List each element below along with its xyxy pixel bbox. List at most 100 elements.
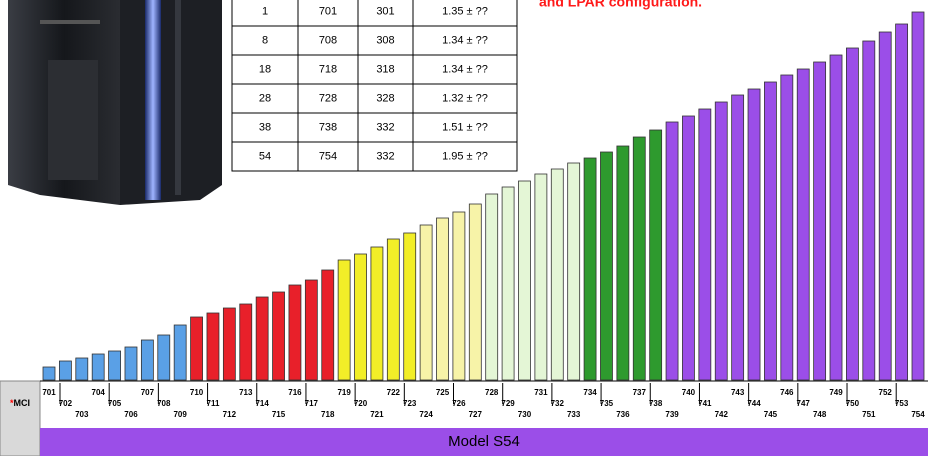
table-cell: 1.34 ± ?? xyxy=(442,34,488,46)
bar xyxy=(437,218,449,380)
bar xyxy=(92,354,104,380)
x-tick-label: 727 xyxy=(469,410,483,419)
x-tick-label: 733 xyxy=(567,410,581,419)
x-tick-label: 737 xyxy=(633,388,647,397)
table-cell: 308 xyxy=(376,34,394,46)
x-tick-label: 749 xyxy=(829,388,843,397)
table-cell: 328 xyxy=(376,92,394,104)
x-tick-label: 721 xyxy=(370,410,384,419)
x-tick-label: 723 xyxy=(403,399,417,408)
table-cell: 1.32 ± ?? xyxy=(442,92,488,104)
x-tick-label: 735 xyxy=(600,399,614,408)
bar xyxy=(650,130,662,380)
x-tick-label: 705 xyxy=(108,399,122,408)
slide: and LPAR configuration. 17013011.35 ± ??… xyxy=(0,0,928,456)
table-cell: 728 xyxy=(319,92,337,104)
bar xyxy=(273,292,285,380)
model-text: Model S54 xyxy=(448,433,520,450)
bar xyxy=(109,351,121,380)
table-cell: 718 xyxy=(319,63,337,75)
x-tick-label: 743 xyxy=(731,388,745,397)
x-tick-label: 753 xyxy=(895,399,909,408)
bar xyxy=(682,116,694,380)
bar xyxy=(305,280,317,380)
bar xyxy=(453,212,465,380)
x-tick-label: 751 xyxy=(862,410,876,419)
bar xyxy=(469,204,481,380)
table-cell: 332 xyxy=(376,121,394,133)
bar xyxy=(355,254,367,380)
mci-label: *MCI xyxy=(10,398,30,408)
table-cell: 332 xyxy=(376,150,394,162)
table-cell: 1.51 ± ?? xyxy=(442,121,488,133)
x-tick-label: 712 xyxy=(223,410,237,419)
bar xyxy=(584,158,596,380)
bar xyxy=(387,239,399,380)
x-tick-label: 734 xyxy=(583,388,597,397)
annotation: and LPAR configuration. xyxy=(539,0,702,10)
label-box xyxy=(0,381,40,456)
x-tick-label: 725 xyxy=(436,388,450,397)
x-tick-label: 724 xyxy=(419,410,433,419)
table-cell: 701 xyxy=(319,5,337,17)
x-tick-label: 713 xyxy=(239,388,253,397)
mci-text: MCI xyxy=(14,398,31,408)
table-cell: 754 xyxy=(319,150,337,162)
bar xyxy=(191,317,203,380)
bar xyxy=(797,69,809,380)
bar xyxy=(699,109,711,380)
x-tick-label: 707 xyxy=(141,388,155,397)
table-cell: 1.35 ± ?? xyxy=(442,5,488,17)
x-tick-label: 718 xyxy=(321,410,335,419)
bar xyxy=(125,347,137,380)
x-tick-label: 711 xyxy=(207,399,220,408)
x-tick-label: 742 xyxy=(715,410,729,419)
bar xyxy=(633,137,645,380)
x-tick-label: 750 xyxy=(846,399,860,408)
bar xyxy=(76,358,88,380)
table-cell: 318 xyxy=(376,63,394,75)
bar xyxy=(518,181,530,380)
x-tick-label: 708 xyxy=(157,399,171,408)
table-cell: 1 xyxy=(262,5,268,17)
x-tick-label: 745 xyxy=(764,410,778,419)
x-tick-label: 739 xyxy=(665,410,679,419)
bar xyxy=(551,169,563,380)
x-tick-label: 747 xyxy=(797,399,811,408)
table-cell: 28 xyxy=(259,92,271,104)
x-tick-label: 732 xyxy=(551,399,565,408)
bar xyxy=(912,12,924,380)
x-tick-label: 754 xyxy=(911,410,925,419)
table-cell: 1.95 ± ?? xyxy=(442,150,488,162)
x-tick-label: 741 xyxy=(698,399,712,408)
bar xyxy=(207,313,219,380)
bar xyxy=(879,32,891,380)
bar xyxy=(502,187,514,380)
x-tick-label: 722 xyxy=(387,388,401,397)
bar xyxy=(420,225,432,380)
bar xyxy=(781,75,793,380)
bar xyxy=(43,367,55,380)
table-cell: 38 xyxy=(259,121,271,133)
bar xyxy=(338,260,350,380)
bar xyxy=(846,48,858,380)
bar xyxy=(486,194,498,380)
table-cell: 54 xyxy=(259,150,271,162)
x-tick-label: 702 xyxy=(59,399,73,408)
bar xyxy=(174,325,186,380)
x-tick-label: 738 xyxy=(649,399,663,408)
bar xyxy=(535,174,547,380)
table-cell: 708 xyxy=(319,34,337,46)
bar xyxy=(666,122,678,380)
bar xyxy=(764,82,776,380)
server-image xyxy=(8,0,222,205)
table-cell: 8 xyxy=(262,34,268,46)
x-tick-label: 730 xyxy=(518,410,532,419)
x-tick-label: 744 xyxy=(747,399,761,408)
bar xyxy=(322,270,334,380)
table-cell: 18 xyxy=(259,63,271,75)
bar xyxy=(896,24,908,380)
bar xyxy=(617,146,629,380)
bar xyxy=(830,55,842,380)
